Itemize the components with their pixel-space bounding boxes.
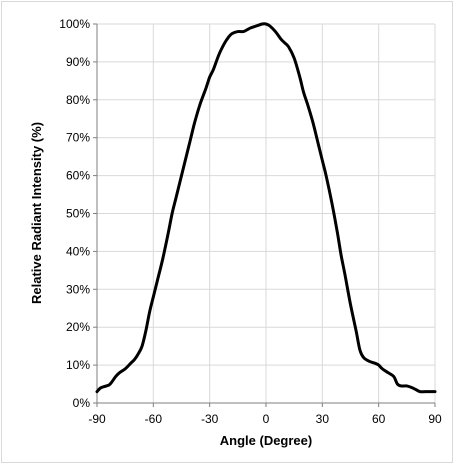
y-tick-label: 20% [66,320,90,334]
y-tick-label: 100% [59,17,90,31]
x-tick-label: 30 [316,412,330,426]
x-tick-label: -30 [201,412,219,426]
x-tick-label: -90 [88,412,106,426]
y-tick-label: 60% [66,169,90,183]
y-tick-label: 80% [66,93,90,107]
gridlines [96,23,436,404]
y-axis-ticks: 0% 10% 20% 30% 40% 50% 60% 70% 80% 90% 100% [59,17,97,410]
intensity-curve [95,22,437,394]
y-tick-label: 70% [66,131,90,145]
y-tick-label: 30% [66,282,90,296]
y-axis-title: Relative Radiant Intensity (%) [29,122,44,304]
x-axis-ticks: -90 -60 -30 0 30 60 90 [88,403,442,426]
y-tick-label: 90% [66,55,90,69]
x-tick-label: 90 [428,412,442,426]
x-axis-title: Angle (Degree) [220,433,312,448]
x-tick-label: 60 [372,412,386,426]
y-tick-label: 0% [73,396,91,410]
y-tick-label: 10% [66,358,90,372]
y-tick-label: 50% [66,207,90,221]
y-tick-label: 40% [66,244,90,258]
x-tick-label: 0 [263,412,270,426]
x-tick-label: -60 [145,412,163,426]
